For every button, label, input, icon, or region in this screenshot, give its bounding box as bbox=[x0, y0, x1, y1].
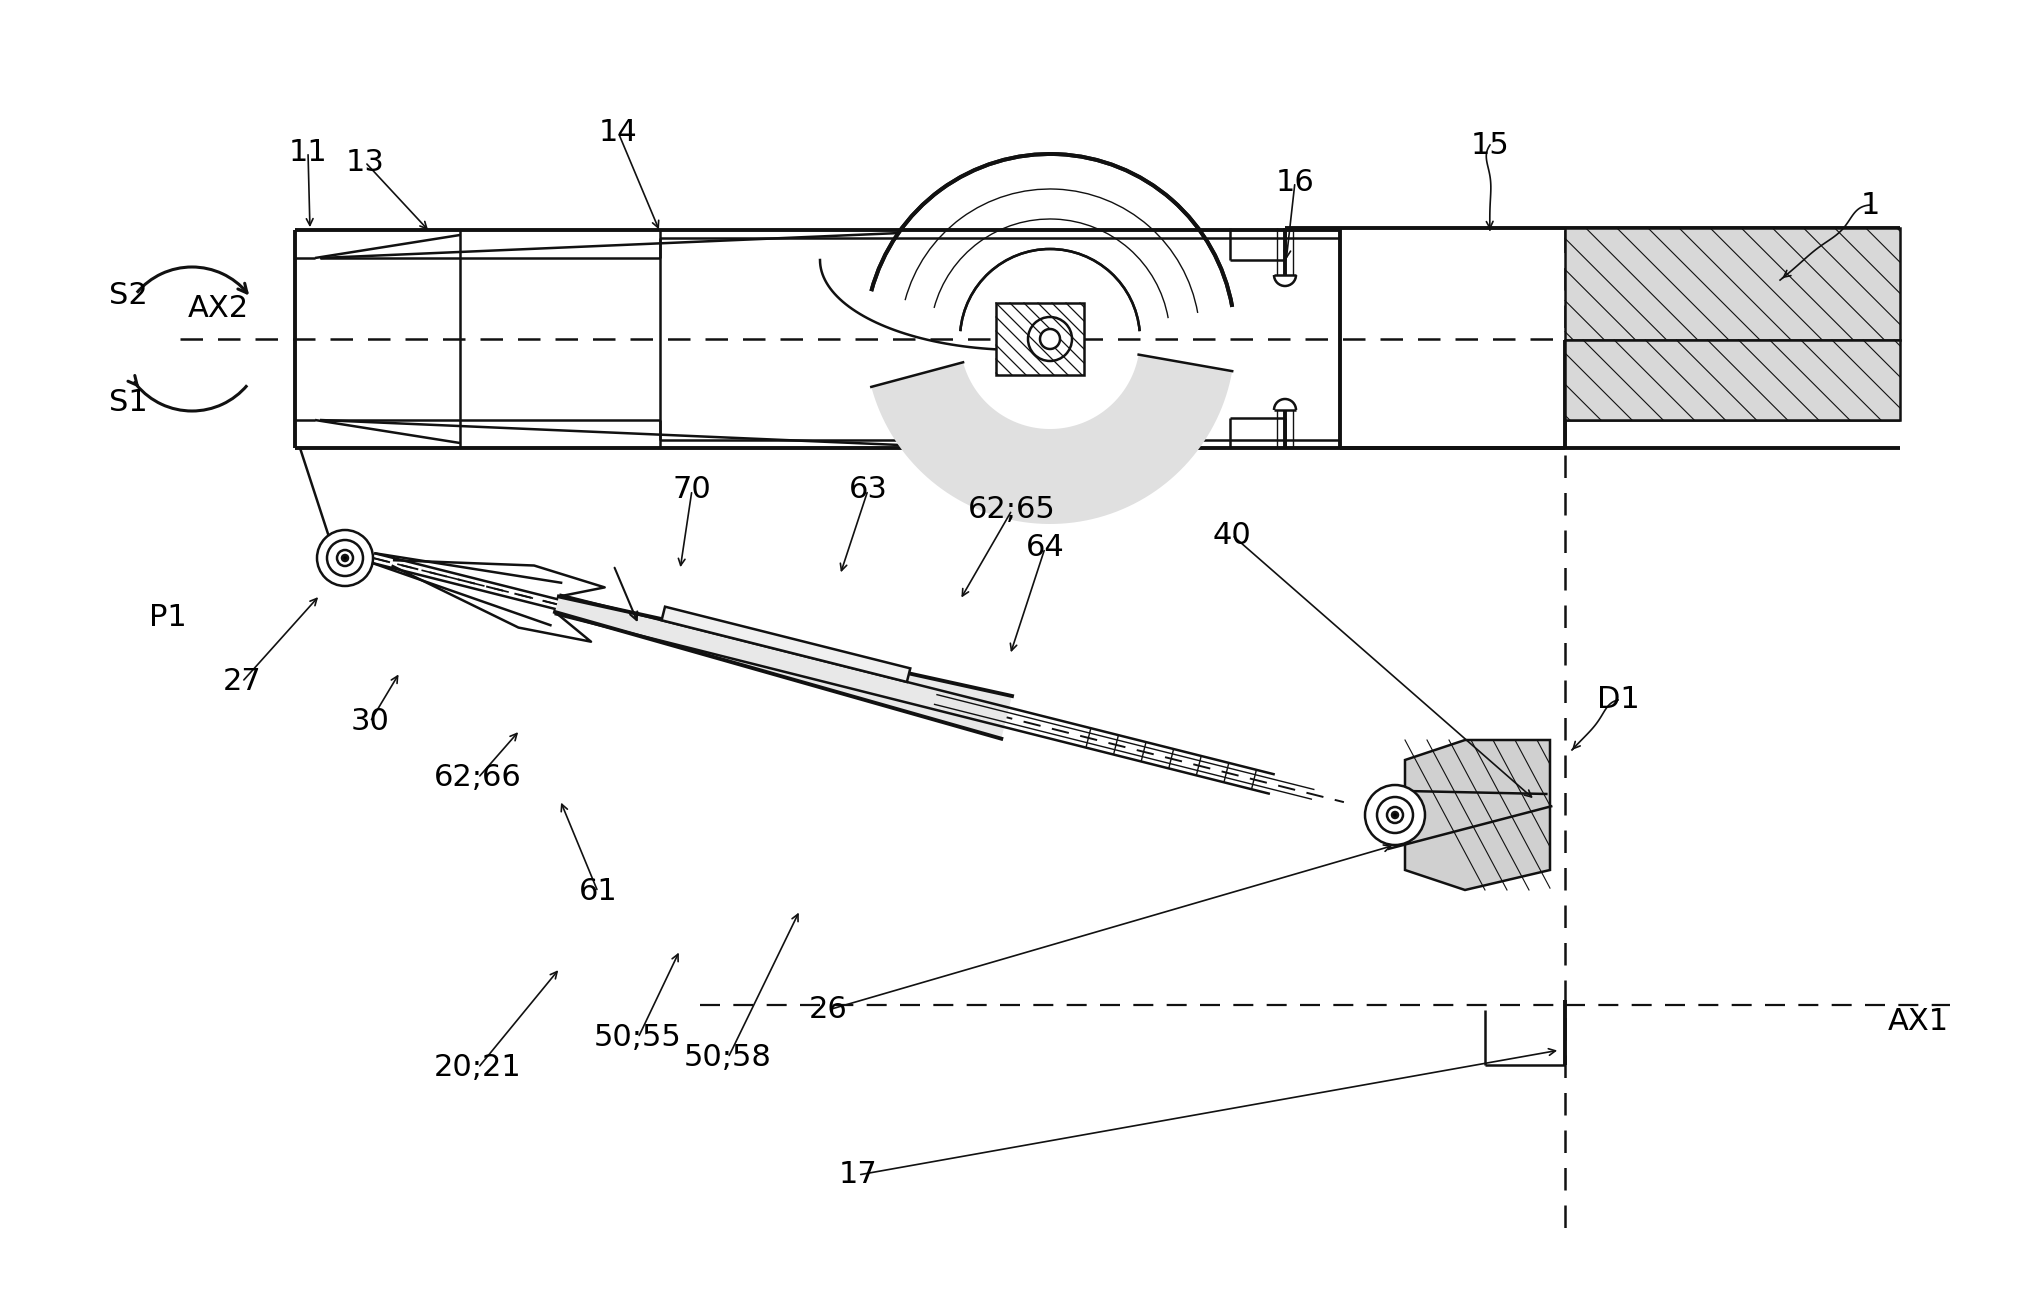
Polygon shape bbox=[662, 607, 909, 682]
Text: 61: 61 bbox=[579, 877, 617, 907]
Polygon shape bbox=[1565, 228, 1898, 340]
Polygon shape bbox=[554, 597, 1011, 739]
Polygon shape bbox=[995, 303, 1084, 375]
Text: 17: 17 bbox=[838, 1161, 877, 1189]
Circle shape bbox=[317, 531, 374, 586]
Polygon shape bbox=[1565, 340, 1898, 421]
Circle shape bbox=[1376, 797, 1413, 833]
Text: 70: 70 bbox=[672, 475, 710, 505]
Text: S1: S1 bbox=[108, 387, 148, 417]
Text: 64: 64 bbox=[1025, 533, 1064, 563]
Circle shape bbox=[327, 540, 363, 576]
Text: 50;55: 50;55 bbox=[595, 1024, 682, 1052]
Polygon shape bbox=[871, 355, 1232, 524]
Text: D1: D1 bbox=[1596, 686, 1638, 714]
Text: 11: 11 bbox=[288, 137, 327, 167]
Circle shape bbox=[1027, 317, 1072, 361]
Circle shape bbox=[1386, 807, 1403, 823]
Circle shape bbox=[1039, 329, 1060, 349]
Text: 40: 40 bbox=[1212, 520, 1250, 550]
Text: 26: 26 bbox=[808, 995, 847, 1025]
Text: 16: 16 bbox=[1275, 167, 1313, 197]
Text: 30: 30 bbox=[351, 708, 390, 736]
Text: AX2: AX2 bbox=[187, 294, 248, 322]
Text: 15: 15 bbox=[1470, 131, 1508, 159]
Text: 63: 63 bbox=[849, 475, 887, 505]
Circle shape bbox=[341, 555, 347, 562]
Polygon shape bbox=[1405, 740, 1549, 890]
Circle shape bbox=[1364, 785, 1425, 845]
Text: 1: 1 bbox=[1859, 190, 1878, 220]
Text: P1: P1 bbox=[148, 603, 187, 633]
Text: 62;65: 62;65 bbox=[968, 496, 1056, 524]
Text: AX1: AX1 bbox=[1886, 1008, 1947, 1036]
Text: 50;58: 50;58 bbox=[684, 1043, 771, 1073]
Text: 62;66: 62;66 bbox=[434, 763, 522, 792]
Text: S2: S2 bbox=[108, 281, 148, 309]
Circle shape bbox=[337, 550, 353, 565]
Text: 20;21: 20;21 bbox=[434, 1053, 522, 1083]
Text: 13: 13 bbox=[345, 148, 384, 176]
Text: 27: 27 bbox=[223, 668, 262, 696]
Circle shape bbox=[1391, 813, 1397, 818]
Text: 14: 14 bbox=[599, 118, 637, 146]
